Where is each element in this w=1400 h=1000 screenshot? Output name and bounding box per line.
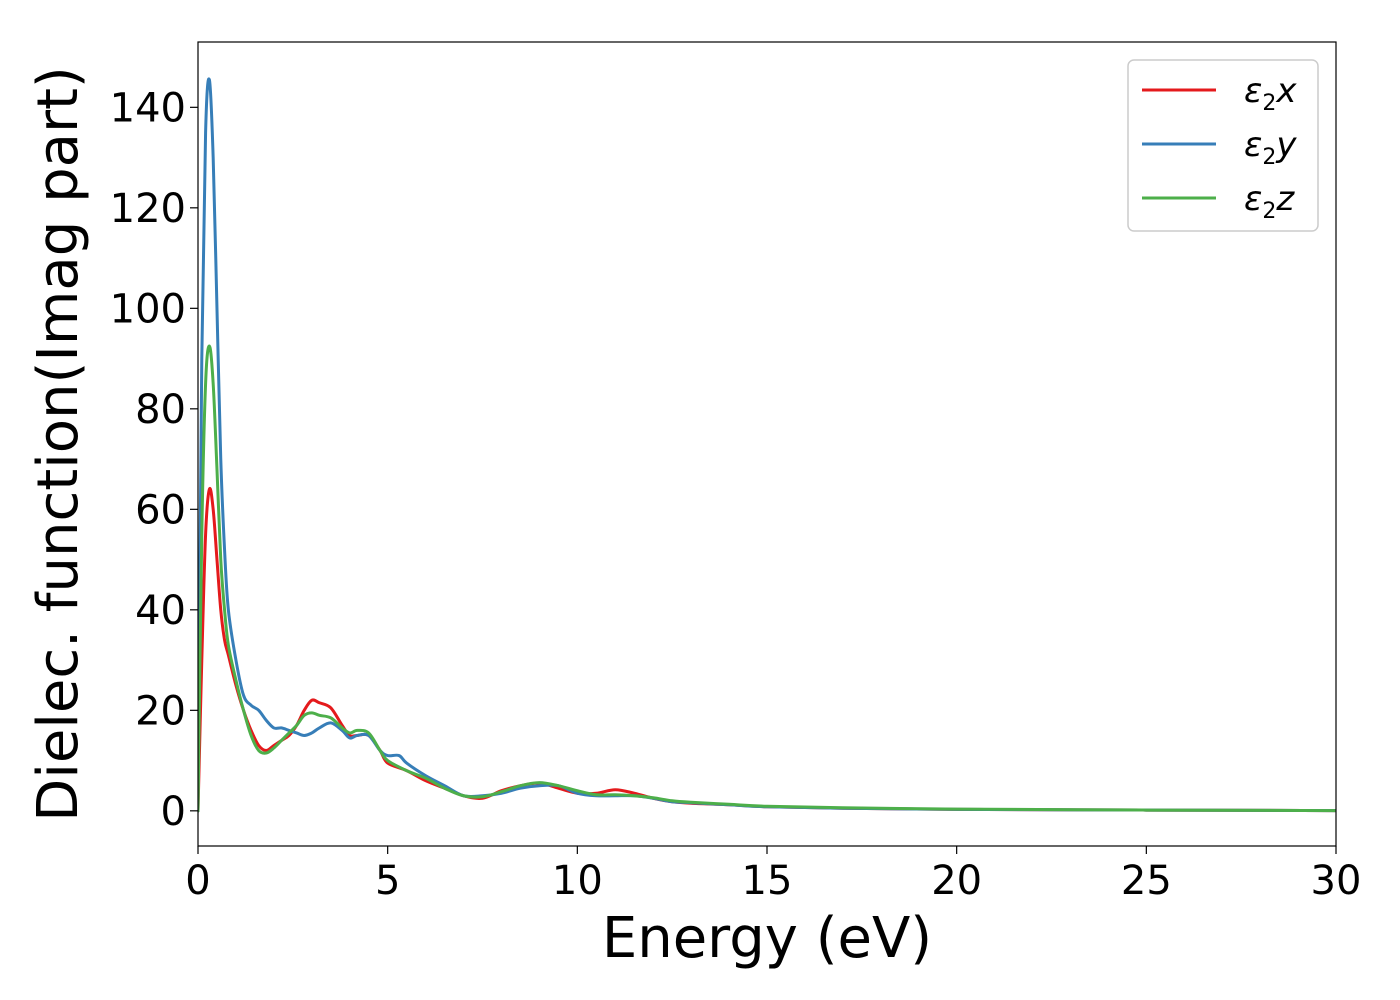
legend-label-z: ε2z xyxy=(1244,179,1295,224)
legend-label-y: ε2y xyxy=(1244,125,1297,170)
legend-label-x: ε2x xyxy=(1244,71,1297,116)
y-tick-label: 100 xyxy=(110,286,186,332)
x-tick-label: 25 xyxy=(1121,858,1172,904)
y-tick-label: 40 xyxy=(135,588,186,634)
y-axis-label: Dielec. function(Imag part) xyxy=(26,66,91,822)
series-layer xyxy=(198,77,1336,813)
x-tick-label: 10 xyxy=(552,858,603,904)
y-tick-label: 20 xyxy=(135,688,186,734)
x-axis-label: Energy (eV) xyxy=(602,906,932,971)
y-tick-label: 80 xyxy=(135,387,186,433)
x-tick-label: 15 xyxy=(742,858,793,904)
x-tick-label: 5 xyxy=(375,858,400,904)
legend-frame xyxy=(1127,59,1319,232)
y-tick-label: 140 xyxy=(110,85,186,131)
y-tick-label: 120 xyxy=(110,186,186,232)
y-tick-label: 0 xyxy=(161,789,186,835)
x-axis: 0 5 10 15 20 25 30 xyxy=(185,846,1361,904)
x-tick-label: 0 xyxy=(185,858,210,904)
y-tick-label: 60 xyxy=(135,487,186,533)
series-line-z xyxy=(198,344,1336,813)
x-tick-label: 20 xyxy=(931,858,982,904)
x-tick-label: 30 xyxy=(1311,858,1362,904)
legend: ε2x ε2y ε2z xyxy=(1127,59,1319,232)
y-axis: 0 20 40 60 80 100 120 140 xyxy=(110,85,198,835)
